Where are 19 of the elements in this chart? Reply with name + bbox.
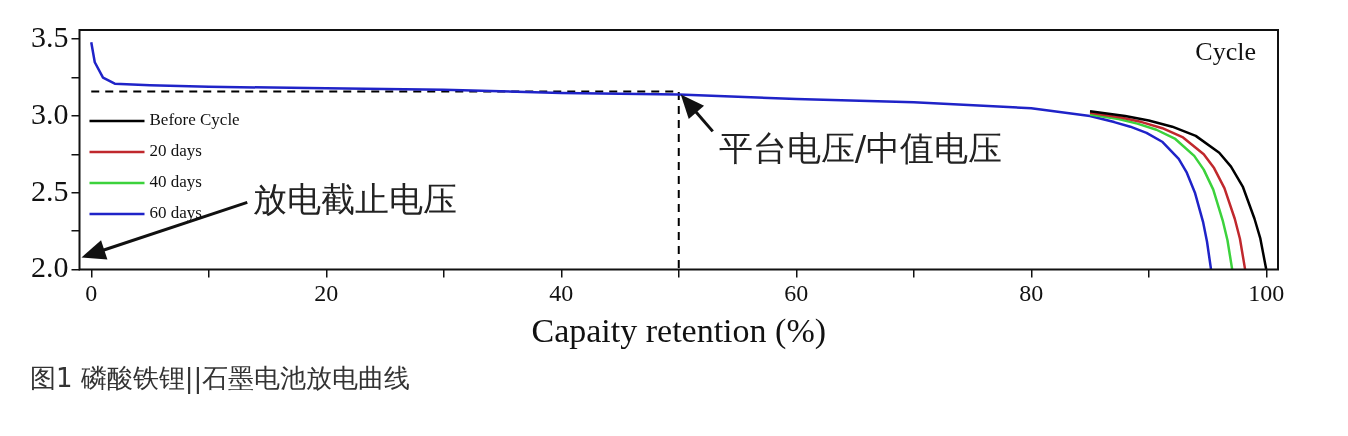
annotation: 平台电压/中值电压 (718, 128, 1003, 169)
x-tick-label: 40 (549, 280, 574, 307)
x-axis-title: Capaity retention (%) (531, 311, 827, 350)
legend-label: Before Cycle (149, 110, 240, 130)
text: 图1 磷酸铁锂||石墨电池放电曲线 (30, 362, 412, 396)
legend-label: 20 days (149, 141, 202, 161)
y-tick-label: 3.0 (31, 96, 69, 130)
x-tick-label: 100 (1248, 280, 1285, 307)
annotation: 放电截止电压 (253, 179, 458, 220)
x-tick-label: 60 (784, 280, 809, 307)
x-tick-label: 80 (1019, 280, 1044, 307)
x-tick-label: 0 (85, 280, 98, 307)
x-tick-label: 20 (314, 280, 339, 307)
legend-label: 40 days (149, 172, 202, 192)
y-tick-label: 2.5 (31, 173, 69, 207)
legend-label: 60 days (149, 203, 202, 223)
annotation: Cycle (1195, 36, 1256, 66)
y-tick-label: 2.0 (31, 250, 69, 284)
y-tick-label: 3.5 (31, 20, 69, 54)
